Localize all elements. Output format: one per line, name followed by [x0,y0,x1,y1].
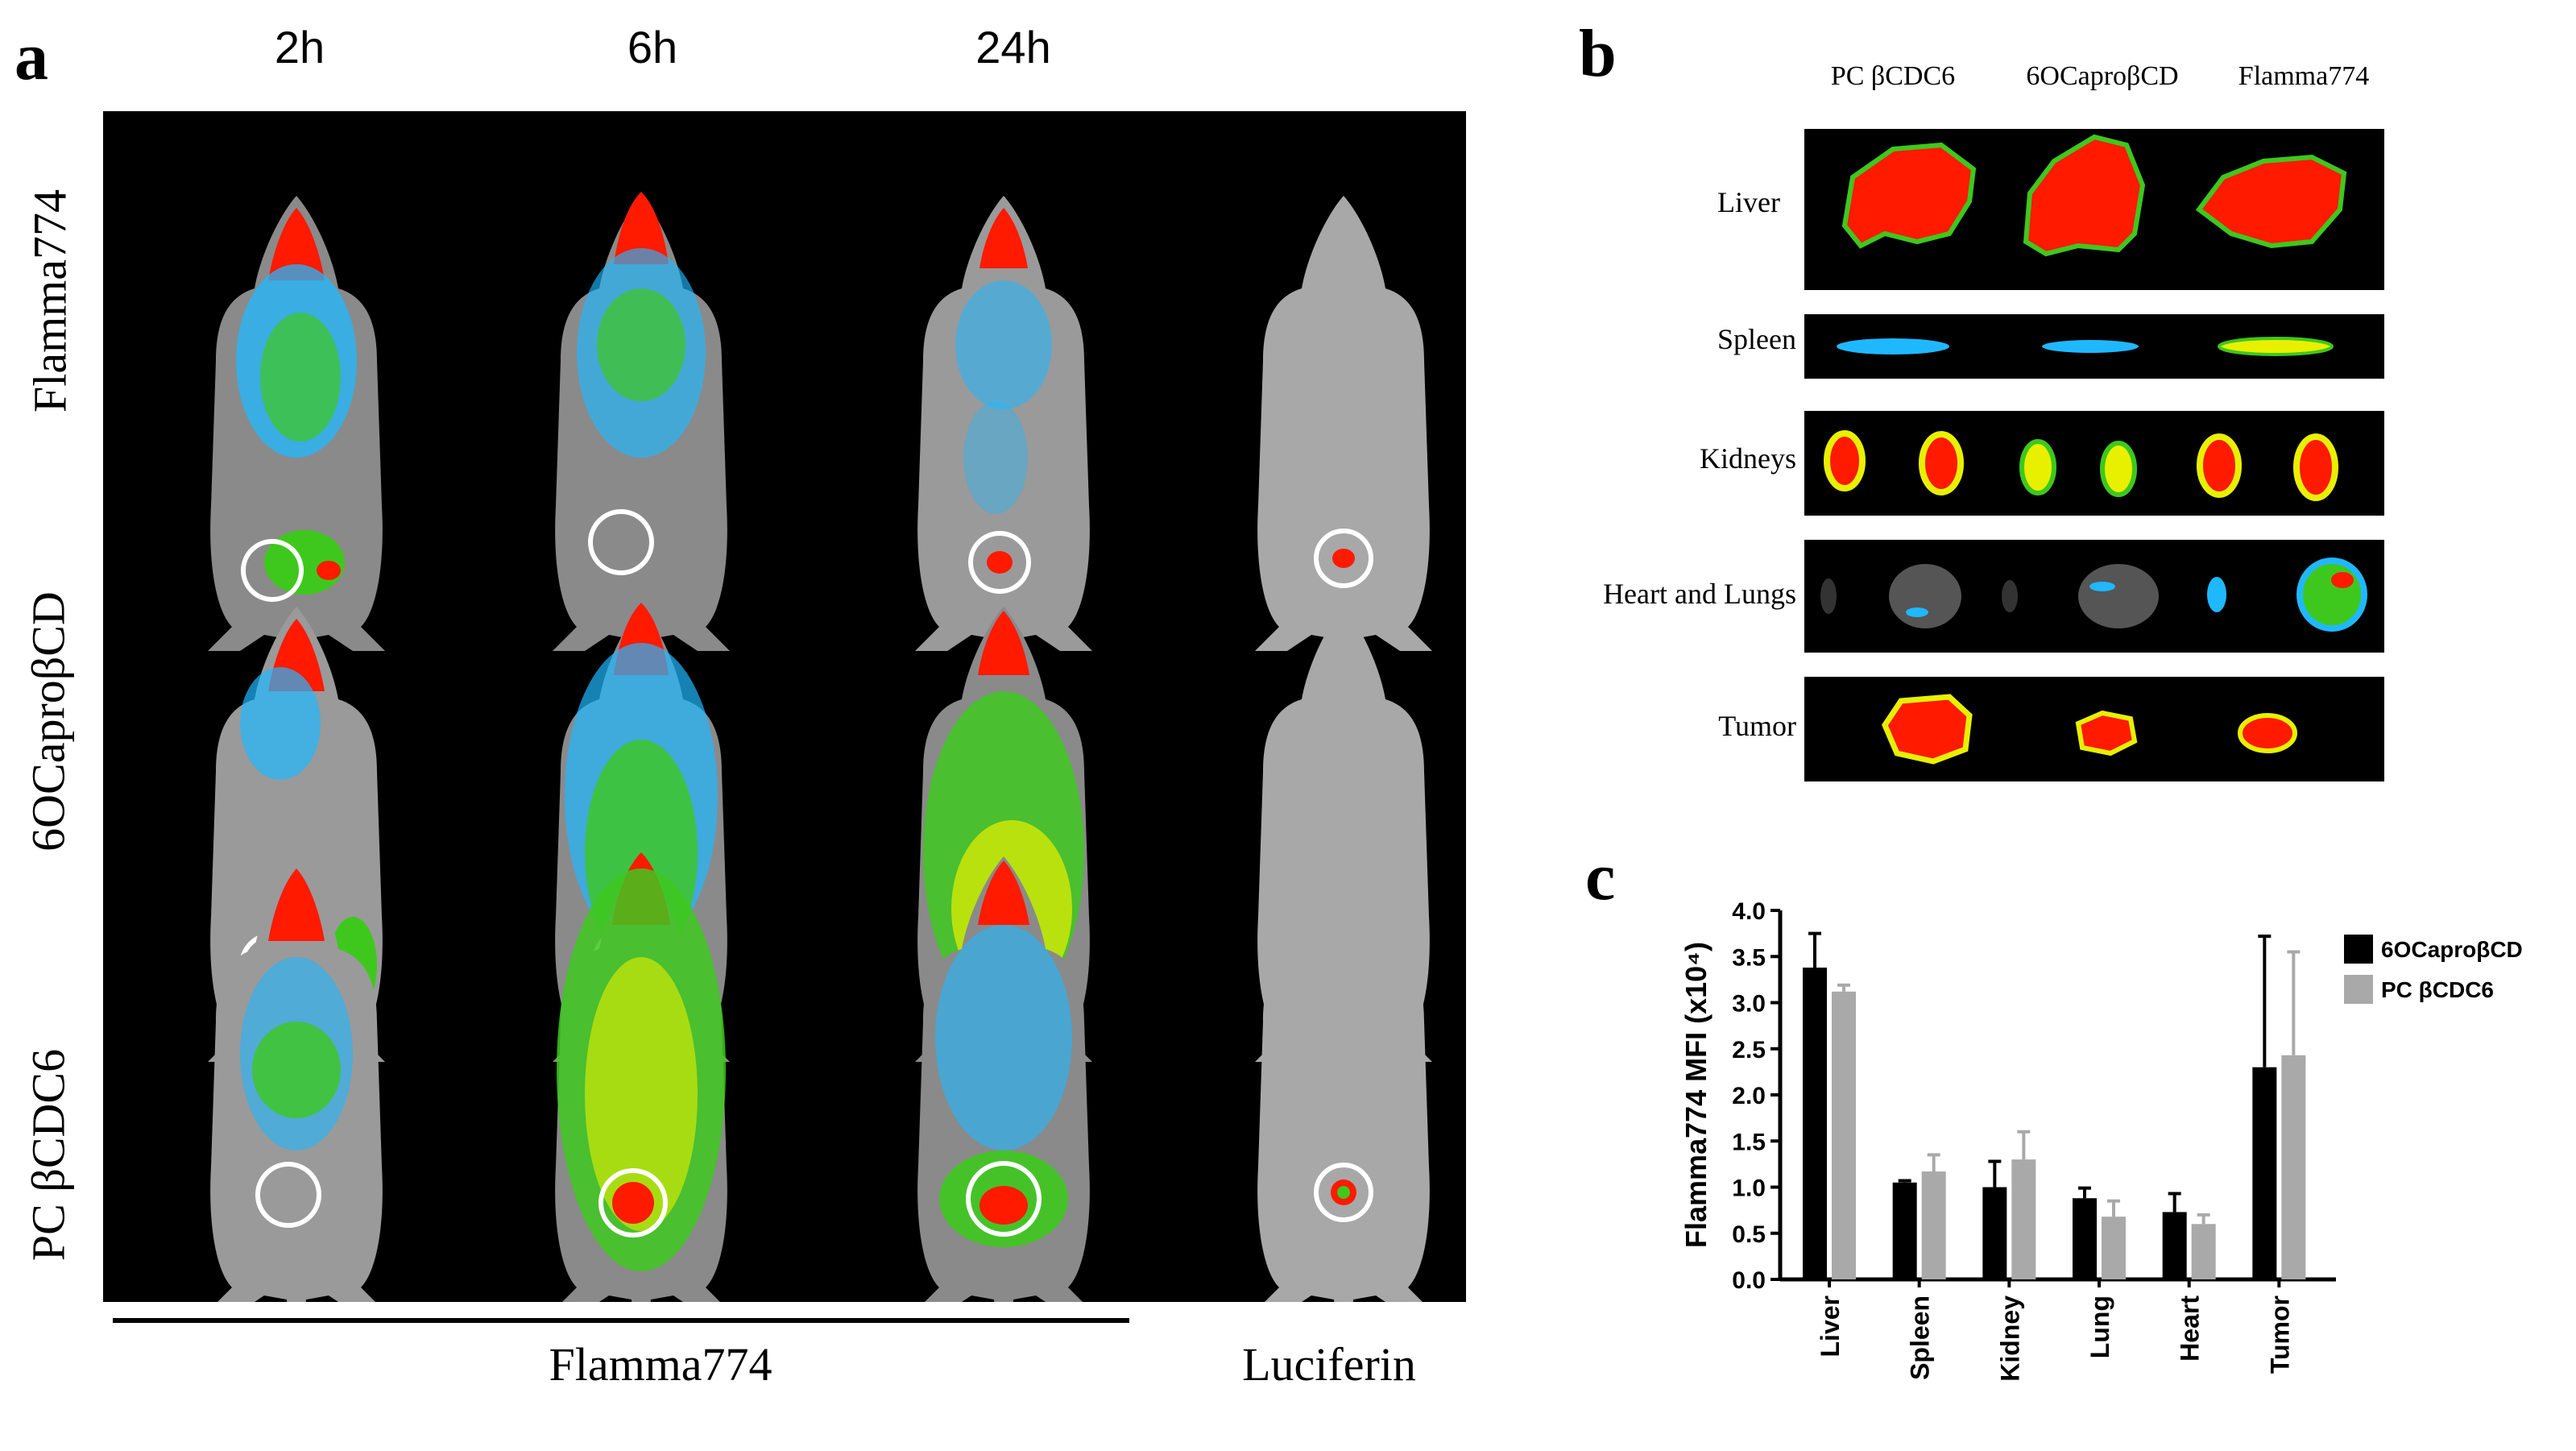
bar-lung-s2 [2102,1217,2126,1279]
bar-chart-mfi: 0.0 0.5 1.0 1.5 2.0 2.5 3.0 3.5 4.0 Flamma774 MFI… [1679,898,2523,1382]
row-label-6ocaprobcd: 6OCaproβCD [22,591,75,852]
bar-spleen-s1 [1892,1182,1917,1279]
bottom-label-luciferin: Luciferin [1242,1338,1416,1391]
heart-flamma [2207,577,2226,612]
y-axis-title: Flamma774 MFI (x10⁴) [1679,942,1713,1248]
legend-label-s2: PC βCDC6 [2381,977,2494,1002]
flamma774-bracket-line [113,1318,1129,1323]
mouse-row3-luciferin [1255,856,1432,1302]
y-tick-label: 2.5 [1732,1037,1766,1063]
legend-label-s1: 6OCaproβCD [2381,937,2523,962]
y-tick-label: 0.5 [1732,1221,1766,1248]
kidneys-strip [1804,411,2384,516]
x-tick-label-heart: Heart [2176,1296,2205,1362]
row-label-pc-bcdc6: PC βCDC6 [22,1048,75,1262]
liver-6ocaprobcd [2023,134,2146,257]
liver-flamma774 [2195,154,2347,249]
kidney-capro-1 [2019,439,2056,495]
heart-capro [2002,580,2018,612]
lungs-flamma-hot [2331,572,2354,588]
bar-kidney-s1 [1982,1187,2007,1279]
bar-liver-s1 [1803,967,1827,1279]
chart-labels: 0.0 0.5 1.0 1.5 2.0 2.5 3.0 3.5 4.0 Flamma774 MFI… [1679,898,2294,1382]
organ-label-tumor: Tumor [1718,710,1796,742]
organ-col-flamma774: Flamma774 [2238,61,2370,91]
heart-pc [1820,578,1837,614]
bar-kidney-s2 [2011,1159,2036,1279]
y-tick-label: 0.0 [1732,1267,1766,1294]
tumor-flamma774 [2238,713,2297,753]
y-tick-label: 3.5 [1732,944,1766,971]
chart-legend: 6OCaproβCD PC βCDC6 [2344,935,2523,1004]
organ-col-6ocaprobcd: 6OCaproβCD [2026,61,2179,91]
lungs-capro-signal [2089,582,2115,591]
time-label-6h: 6h [627,22,678,73]
spleen-pc-bcdc6 [1837,338,1949,354]
kidney-capro-2 [2100,441,2137,497]
organ-label-kidneys: Kidneys [1700,442,1796,475]
x-tick-label-tumor: Tumor [2265,1296,2294,1374]
y-tick-label: 2.0 [1732,1083,1766,1109]
kidney-pc-2 [1919,431,1964,495]
organ-imaging-strips [1804,129,2384,781]
organ-label-liver: Liver [1717,186,1780,218]
chart-axes [1770,909,2336,1287]
organ-col-pc-bcdc6: PC βCDC6 [1830,61,1956,91]
lungs-flamma [2296,558,2367,632]
panel-c-letter: c [1585,840,1616,914]
kidney-flamma-1 [2197,433,2242,498]
lungs-capro [2078,564,2159,628]
tumor-6ocaprobcd [2075,710,2138,757]
bar-lung-s1 [2073,1198,2097,1279]
kidney-flamma-2 [2293,433,2338,501]
organ-label-spleen: Spleen [1717,323,1796,355]
y-tick-label: 1.0 [1732,1175,1766,1202]
bar-heart-s1 [2162,1212,2187,1279]
x-tick-label-spleen: Spleen [1906,1296,1935,1380]
panel-a-letter: a [14,19,48,94]
y-tick-label: 4.0 [1732,898,1766,925]
legend-swatch-s2 [2344,975,2373,1004]
spleen-flamma774 [2218,337,2334,356]
mouse-row3-24h [915,856,1092,1302]
tumor-pc-bcdc6 [1882,694,1973,765]
y-tick-label: 1.5 [1732,1129,1766,1155]
x-tick-label-lung: Lung [2085,1296,2114,1358]
liver-pc-bcdc6 [1841,142,1977,249]
spleen-6ocaprobcd [2042,340,2139,353]
lungs-pc [1889,564,1961,628]
bar-liver-s2 [1832,991,1856,1279]
chart-bars [1803,931,2306,1279]
bottom-label-flamma774: Flamma774 [549,1338,772,1391]
bar-tumor-s2 [2281,1055,2306,1279]
row-label-flamma774: Flamma774 [23,189,77,413]
mouse-imaging-grid [103,111,1466,1302]
bar-heart-s2 [2191,1224,2216,1279]
mouse-row3-2h [208,856,385,1302]
y-tick-label: 3.0 [1732,991,1766,1018]
organ-label-heart-lungs: Heart and Lungs [1603,578,1796,610]
lungs-pc-signal [1906,607,1928,617]
x-tick-label-liver: Liver [1816,1296,1845,1357]
mouse-row1-24h [915,196,1092,683]
mouse-row1-6h [553,192,730,683]
x-tick-label-kidney: Kidney [1995,1296,2024,1382]
time-label-24h: 24h [975,22,1051,73]
bar-spleen-s2 [1921,1171,1946,1279]
mouse-row3-6h [553,852,730,1302]
mouse-row1-luciferin [1255,196,1432,683]
time-label-2h: 2h [274,22,325,73]
mouse-row1-2h [208,196,385,683]
kidney-pc-1 [1824,430,1866,491]
legend-swatch-s1 [2344,935,2373,964]
bar-tumor-s1 [2252,1067,2277,1279]
panel-b-letter: b [1579,16,1617,91]
